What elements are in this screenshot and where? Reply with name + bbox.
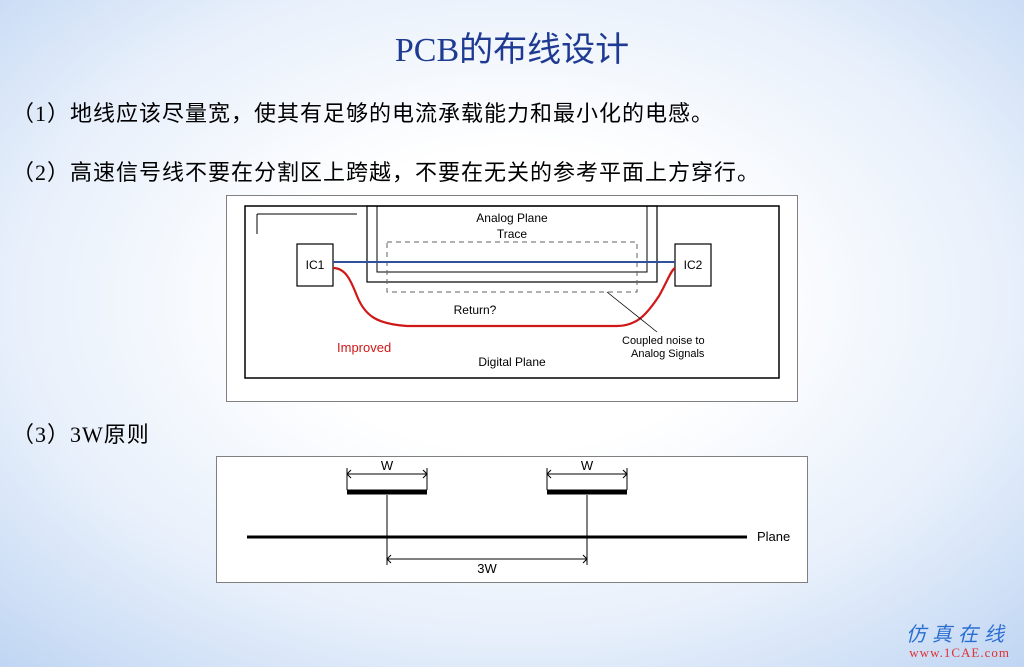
- svg-text:Digital Plane: Digital Plane: [478, 355, 546, 369]
- diagram-2-container: W W Plane 3W: [0, 456, 1024, 583]
- svg-text:IC1: IC1: [306, 258, 325, 272]
- svg-text:Return?: Return?: [454, 303, 497, 317]
- svg-text:Coupled noise to: Coupled noise to: [622, 335, 705, 347]
- diagram-1-svg: IC1 IC2 Analog Plane Trace Return? Improved Di…: [227, 196, 797, 396]
- svg-text:Trace: Trace: [497, 227, 528, 241]
- watermark-url: www.1CAE.com: [906, 645, 1010, 661]
- svg-text:W: W: [381, 458, 394, 473]
- svg-text:3W: 3W: [477, 561, 497, 576]
- point-1: （1）地线应该尽量宽，使其有足够的电流承载能力和最小化的电感。: [12, 99, 1024, 130]
- page-title: PCB的布线设计: [0, 0, 1024, 71]
- point-3: （3）3W原则: [12, 420, 1024, 451]
- point-2: （2）高速信号线不要在分割区上跨越，不要在无关的参考平面上方穿行。: [12, 158, 1024, 189]
- diagram-2-svg: W W Plane 3W: [217, 457, 807, 577]
- diagram-1-frame: IC1 IC2 Analog Plane Trace Return? Improved Di…: [226, 195, 798, 402]
- diagram-2-frame: W W Plane 3W: [216, 456, 808, 583]
- diagram-1-container: IC1 IC2 Analog Plane Trace Return? Improved Di…: [0, 195, 1024, 402]
- svg-text:W: W: [581, 458, 594, 473]
- svg-text:Improved: Improved: [337, 340, 391, 355]
- watermark: 仿真在线 www.1CAE.com: [906, 618, 1010, 661]
- svg-text:Analog Signals: Analog Signals: [631, 348, 705, 360]
- svg-text:Analog Plane: Analog Plane: [476, 211, 548, 225]
- svg-text:Plane: Plane: [757, 529, 790, 544]
- watermark-zh: 仿真在线: [906, 618, 1010, 647]
- svg-text:IC2: IC2: [684, 258, 703, 272]
